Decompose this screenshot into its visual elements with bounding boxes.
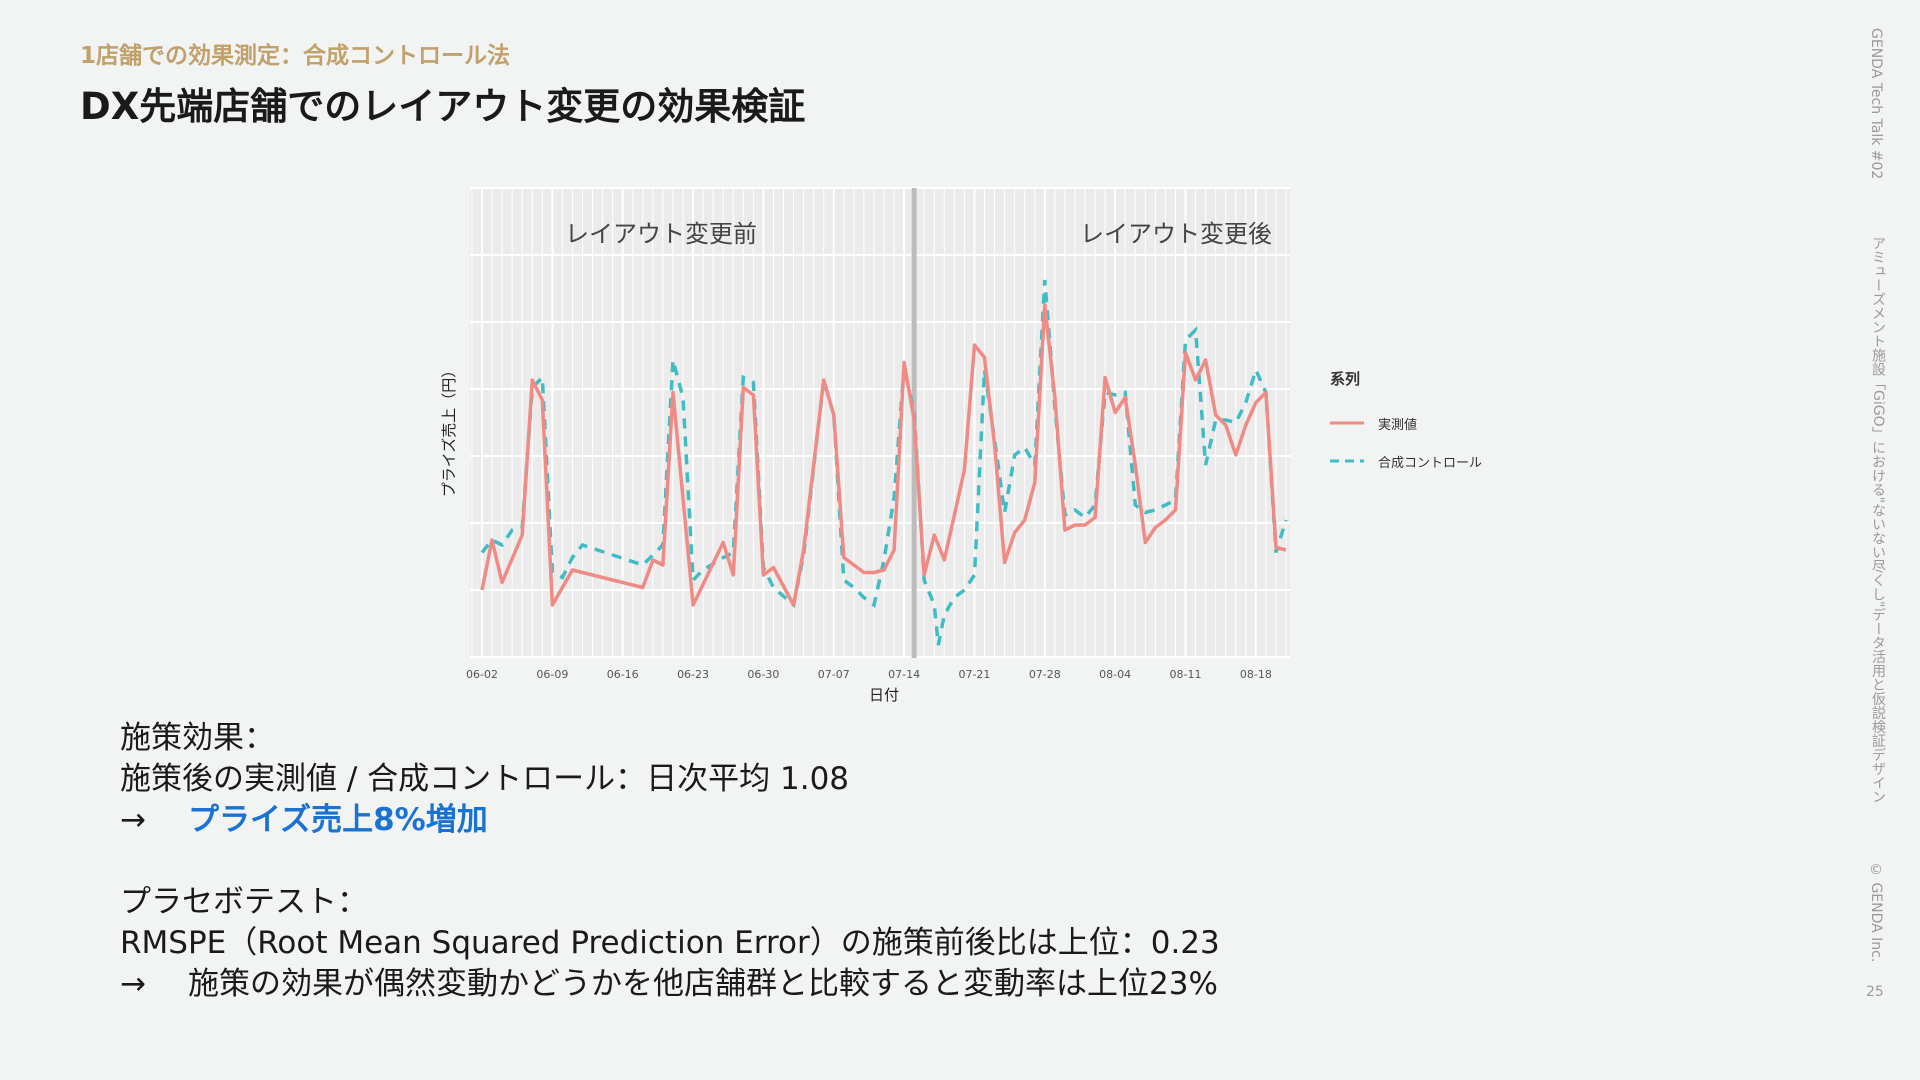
placebo-ratio: RMSPE（Root Mean Squared Prediction Error… xyxy=(120,925,1220,961)
x-tick-label: 08-18 xyxy=(1240,668,1272,681)
legend-item-actual: 実測値 xyxy=(1330,411,1482,435)
effect-ratio: 施策後の実測値 / 合成コントロール：日次平均 1.08 xyxy=(120,761,850,797)
legend-label-actual: 実測値 xyxy=(1378,417,1418,433)
legend-title: 系列 xyxy=(1330,370,1361,388)
series-synthetic-line xyxy=(480,279,1288,646)
x-tick-label: 06-02 xyxy=(466,668,498,681)
x-axis-ticks: 06-02 06-09 06-16 06-23 06-30 07-07 07-14 07-21… xyxy=(466,668,1272,681)
talk-title: アミューズメント施設「GiGO」における"ないない尽くし"データ活用と仮説検証デ… xyxy=(1870,236,1886,804)
annotation-before: レイアウト変更前 xyxy=(565,220,757,248)
event-name: GENDA Tech Talk #02 xyxy=(1868,28,1884,180)
placebo-heading: プラセボテスト： xyxy=(120,884,368,920)
legend-swatch-actual xyxy=(1330,421,1364,425)
series-actual-line xyxy=(480,303,1287,607)
x-tick-label: 07-14 xyxy=(888,668,920,681)
x-tick-label: 07-28 xyxy=(1029,668,1061,681)
legend-item-synthetic: 合成コントロール xyxy=(1330,449,1482,473)
arrow-icon: → xyxy=(120,802,146,838)
grid xyxy=(470,187,1290,658)
legend-swatch-synthetic xyxy=(1330,459,1364,463)
x-tick-label: 08-11 xyxy=(1170,668,1202,681)
placebo-result: 施策の効果が偶然変動かどうかを他店舗群と比較すると変動率は上位23% xyxy=(188,966,1218,1002)
page-number: 25 xyxy=(1866,984,1884,1000)
arrow-icon: → xyxy=(120,966,146,1002)
y-axis-label: プライズ売上（円） xyxy=(440,363,458,498)
summary-text: 施策効果： 施策後の実測値 / 合成コントロール：日次平均 1.08 → プライズ… xyxy=(120,718,1220,1005)
x-tick-label: 07-21 xyxy=(958,668,990,681)
chart-legend: 系列 実測値 合成コントロール xyxy=(1330,368,1482,487)
x-tick-label: 06-30 xyxy=(747,668,779,681)
effect-result-line: → プライズ売上8%増加 xyxy=(120,800,1220,841)
legend-label-synthetic: 合成コントロール xyxy=(1378,455,1483,471)
placebo-result-line: → 施策の効果が偶然変動かどうかを他店舗群と比較すると変動率は上位23% xyxy=(120,964,1220,1005)
x-tick-label: 06-16 xyxy=(607,668,639,681)
x-tick-label: 08-04 xyxy=(1099,668,1131,681)
effect-result: プライズ売上8%増加 xyxy=(188,802,488,838)
x-axis-label: 日付 xyxy=(869,686,899,704)
x-tick-label: 06-09 xyxy=(536,668,568,681)
annotation-after: レイアウト変更後 xyxy=(1080,220,1272,248)
line-chart: レイアウト変更前 レイアウト変更後 06-02 06-09 06-16 06-23 06… xyxy=(440,187,1290,704)
effect-heading: 施策効果： xyxy=(120,720,275,756)
x-tick-label: 06-23 xyxy=(677,668,709,681)
page-title: DX先端店舗でのレイアウト変更の効果検証 xyxy=(80,85,806,128)
x-tick-label: 07-07 xyxy=(818,668,850,681)
section-kicker: 1店舗での効果測定：合成コントロール法 xyxy=(80,43,511,69)
copyright: © GENDA Inc. xyxy=(1868,862,1884,963)
